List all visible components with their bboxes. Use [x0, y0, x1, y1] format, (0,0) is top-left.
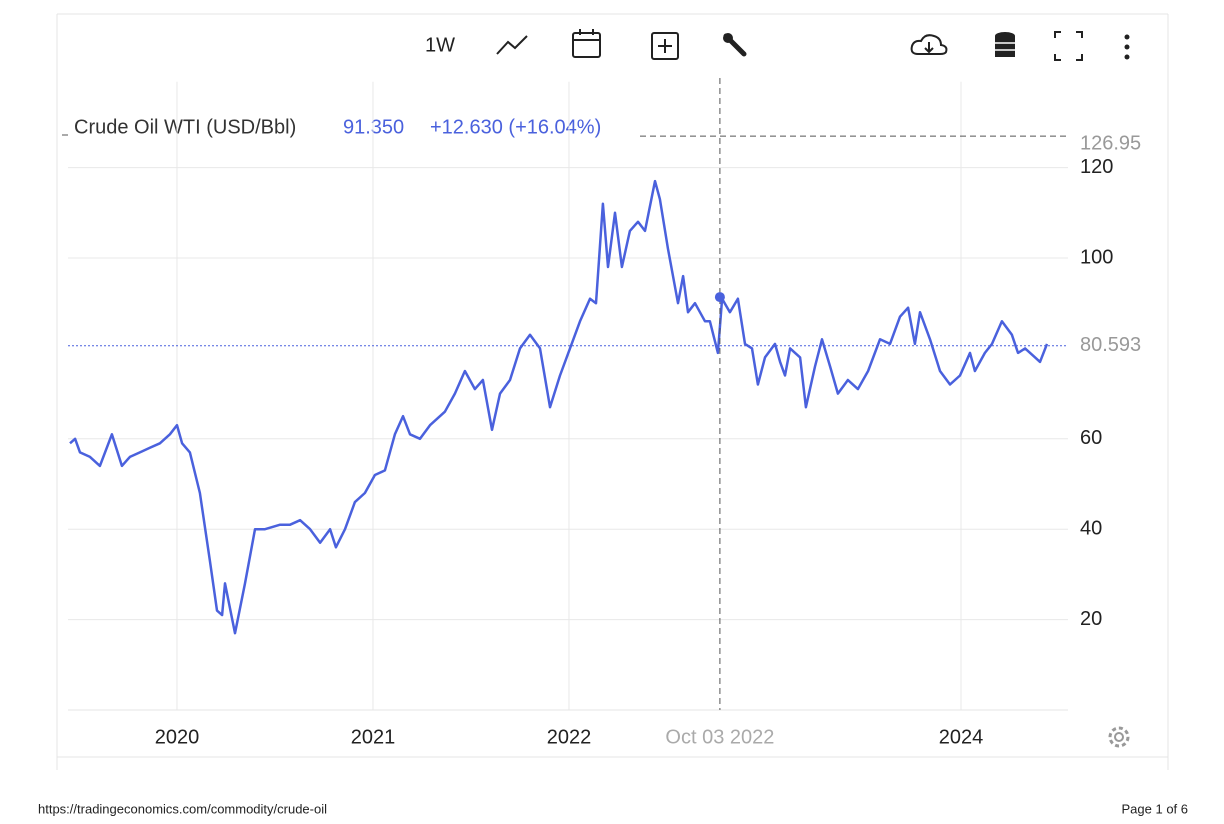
crosshair-x-label: Oct 03 2022: [665, 726, 774, 748]
last-price-label: 80.593: [1080, 334, 1141, 356]
y-tick-label: 40: [1080, 517, 1102, 539]
fullscreen-button[interactable]: [1054, 31, 1083, 61]
x-tick-label: 2020: [155, 726, 200, 748]
x-tick-label: 2021: [351, 726, 396, 748]
crosshair-y-label: 126.95: [1080, 132, 1141, 154]
price-line: [69, 179, 1049, 635]
x-tick-label: 2024: [939, 726, 984, 748]
price-change: +12.630 (+16.04%): [430, 116, 601, 138]
settings-button[interactable]: [1108, 726, 1130, 748]
price: 91.350: [343, 116, 404, 138]
y-tick-label: 20: [1080, 608, 1102, 630]
download-button[interactable]: [910, 34, 948, 55]
x-tick-label: 2022: [547, 726, 592, 748]
menu-button[interactable]: [1124, 34, 1130, 60]
crosshair-x-label-bg: [649, 724, 790, 750]
footer-url: https://tradingeconomics.com/commodity/c…: [38, 801, 327, 816]
y-tick-label: 100: [1080, 246, 1113, 268]
calendar-button[interactable]: [572, 29, 601, 58]
line-type-button[interactable]: [496, 35, 528, 55]
interval-button[interactable]: 1W: [425, 34, 455, 56]
database-button[interactable]: [995, 32, 1015, 57]
crosshair-point: [714, 292, 725, 303]
y-tick-label: 60: [1080, 427, 1102, 449]
chart-title: Crude Oil WTI (USD/Bbl): [74, 116, 296, 138]
tools-button[interactable]: [723, 33, 747, 57]
footer-page: Page 1 of 6: [1122, 801, 1189, 816]
add-button[interactable]: [651, 32, 679, 60]
y-tick-label: 120: [1080, 156, 1113, 178]
